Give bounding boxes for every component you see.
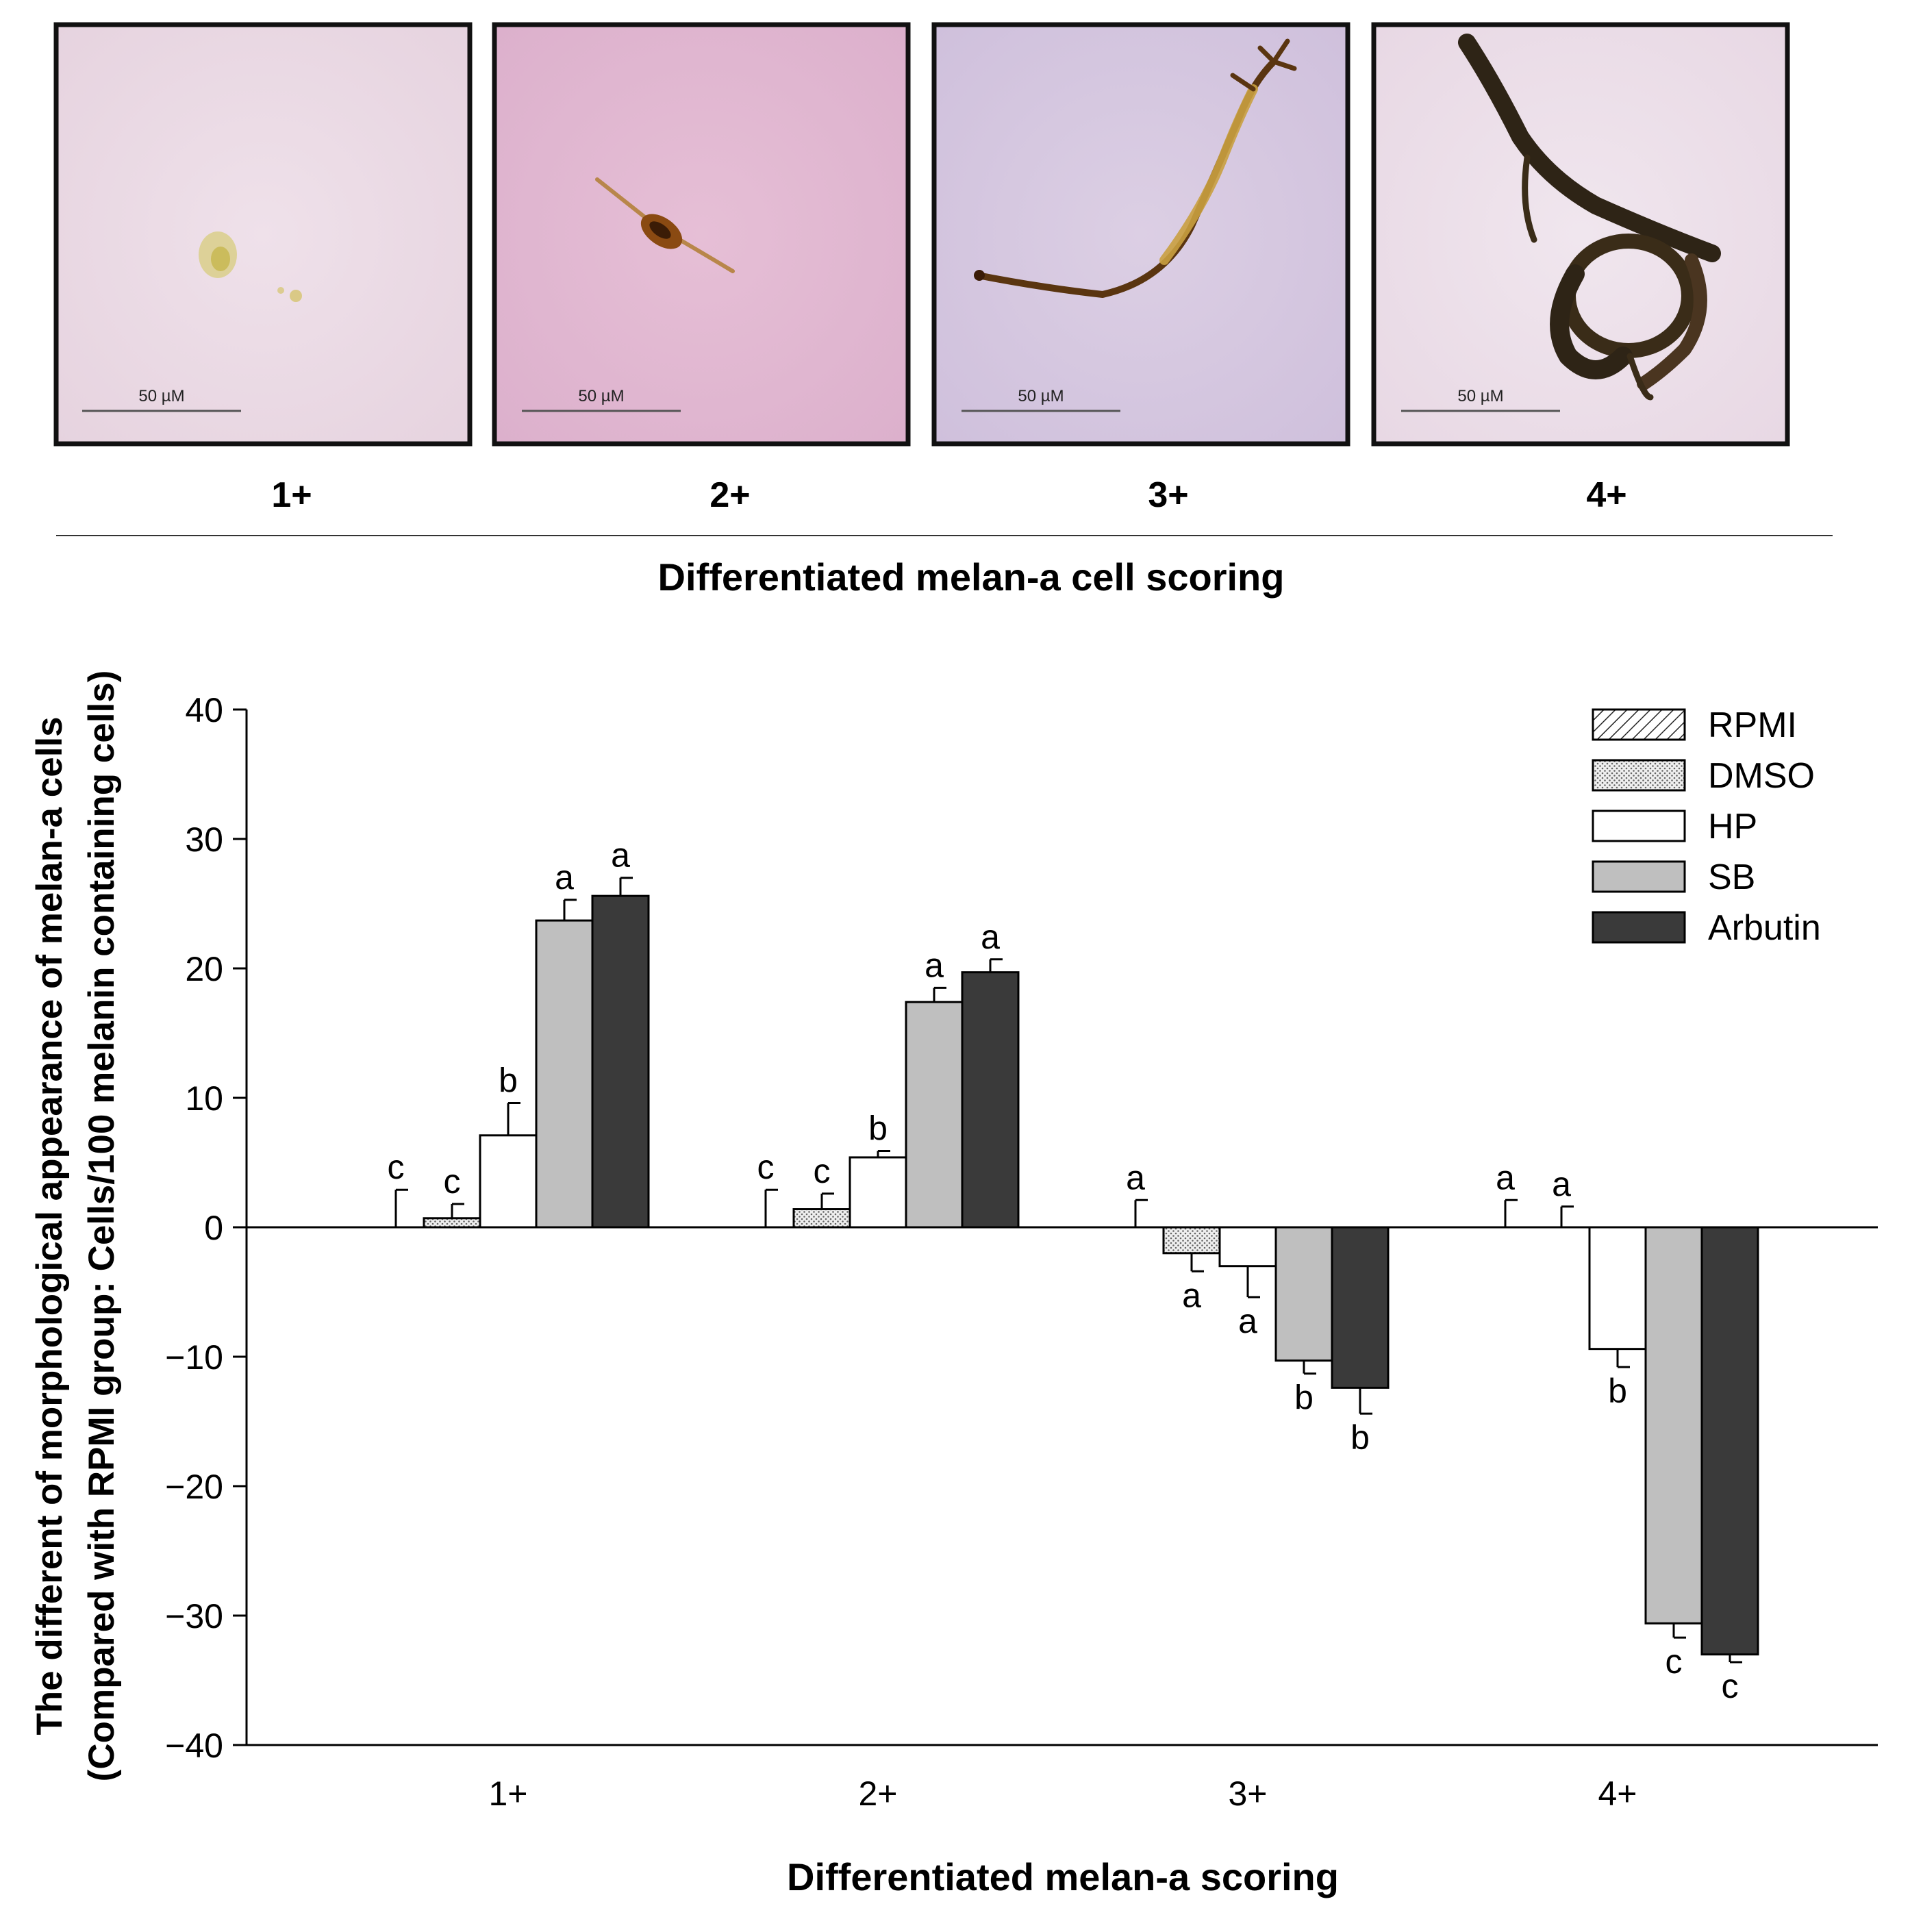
cell-image-1plus [199,231,302,302]
legend-swatch-rpmi [1592,708,1686,741]
bar-hp-2+ [849,1156,907,1229]
micrograph-panel-2plus: 50 µM [492,22,911,447]
significance-letter: b [868,1109,888,1147]
y-tick-label: 20 [185,950,223,988]
significance-letter: a [981,918,1000,956]
legend-swatch-sb [1592,860,1686,893]
bar-sb-4+ [1644,1226,1703,1624]
scale-bar-label: 50 µM [578,387,624,405]
scale-bar-label: 50 µM [1457,387,1503,405]
cell-image-2plus [595,177,735,273]
significance-letter: b [1350,1418,1370,1457]
y-axis-label-line-1: The different of morphological appearanc… [29,716,70,1735]
significance-letter: b [1294,1379,1314,1417]
panel-label-4plus: 4+ [1586,475,1626,515]
significance-letter: a [1496,1158,1515,1196]
legend-swatch-hp [1592,810,1686,842]
x-tick-label: 2+ [858,1774,897,1813]
y-tick-label: −10 [165,1338,223,1377]
micrograph-panel-3plus: 50 µM [931,22,1350,447]
significance-letter: a [1552,1165,1571,1203]
x-tick-label: 4+ [1598,1774,1637,1813]
legend-label-rpmi: RPMI [1708,705,1797,745]
bar-arbutin-2+ [961,971,1020,1229]
legend-label-hp: HP [1708,807,1757,846]
x-axis-label: Differentiated melan-a scoring [787,1855,1339,1898]
significance-letter: c [1722,1667,1739,1705]
significance-letter: a [925,946,944,984]
legend: RPMI DMSO HP SB Arbutin [1592,705,1821,948]
x-tick-label: 3+ [1228,1774,1267,1813]
y-axis-ticks: −40 −30 −20 −10 0 10 20 30 40 [165,691,247,1765]
legend-swatch-arbutin [1592,911,1686,944]
y-tick-label: −30 [165,1597,223,1635]
y-tick-label: −20 [165,1468,223,1506]
bar-dmso-2+ [792,1208,851,1229]
y-axis-label-line-2: (Compared with RPMI group: Cells/100 mel… [81,670,122,1782]
bar-sb-2+ [905,1001,964,1229]
bar-sb-1+ [535,919,594,1229]
legend-label-sb: SB [1708,857,1755,897]
legend-label-arbutin: Arbutin [1708,908,1821,948]
significance-letter: a [1182,1276,1201,1314]
micrograph-panel-1plus: 50 µM [53,22,473,447]
bar-sb-3+ [1274,1226,1333,1362]
y-tick-label: 10 [185,1079,223,1118]
x-axis-ticks: 1+ 2+ 3+ 4+ [488,1774,1637,1813]
significance-letter: b [499,1062,518,1100]
bar-hp-3+ [1218,1226,1277,1268]
x-tick-label: 1+ [488,1774,527,1813]
significance-letter: c [814,1152,831,1190]
significance-letter: a [1238,1302,1257,1340]
bar-arbutin-4+ [1700,1226,1759,1656]
legend-label-dmso: DMSO [1708,756,1815,796]
y-tick-label: 0 [204,1209,223,1247]
micrographs-title: Differentiated melan-a cell scoring [658,555,1285,599]
significance-letter: c [444,1162,461,1201]
significance-letter: c [388,1148,405,1186]
panel-label-3plus: 3+ [1148,475,1188,515]
cell-image-3plus [974,38,1297,299]
y-tick-label: 40 [185,691,223,729]
cell-image-4plus [1458,34,1721,401]
bar-dmso-3+ [1162,1226,1221,1255]
axes [245,710,1878,1746]
significance-letter: b [1608,1372,1627,1410]
significance-letter: a [555,858,574,896]
scale-bar-label: 50 µM [138,387,184,405]
y-tick-label: −40 [165,1727,223,1765]
panel-label-2plus: 2+ [709,475,750,515]
scale-bar-label: 50 µM [1018,387,1064,405]
bar-arbutin-3+ [1331,1226,1390,1389]
significance-letter: a [1126,1158,1145,1196]
y-tick-label: 30 [185,820,223,859]
bar-hp-1+ [479,1134,538,1229]
bar-arbutin-1+ [591,894,650,1229]
bar-hp-4+ [1588,1226,1647,1351]
bar-dmso-1+ [423,1217,481,1229]
significance-letter: a [611,836,630,875]
legend-swatch-dmso [1592,759,1686,792]
micrograph-panel-4plus: 50 µM [1371,22,1790,447]
significance-letter: c [757,1148,775,1186]
panel-label-1plus: 1+ [271,475,312,515]
significance-letter: c [1666,1642,1683,1681]
